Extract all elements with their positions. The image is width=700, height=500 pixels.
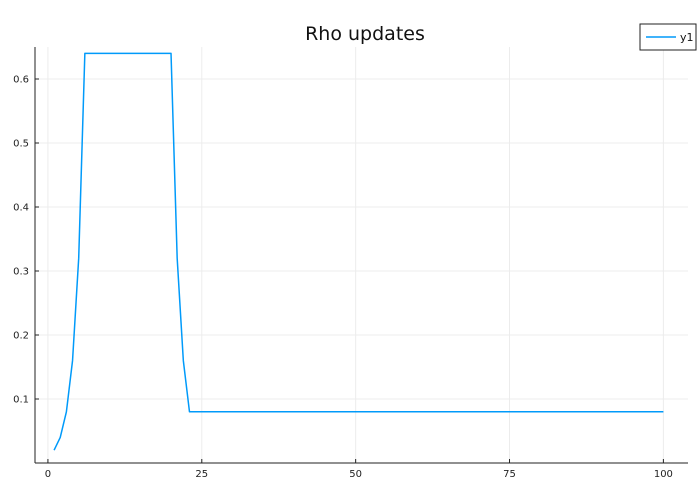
x-tick-label: 100: [654, 469, 673, 480]
series-line-y1: [53, 52, 664, 451]
grid-layer: [35, 47, 688, 463]
x-tick-label: 0: [45, 469, 51, 480]
x-tick-label: 50: [349, 469, 362, 480]
legend: y1: [639, 23, 697, 51]
y-tick-label: 0.4: [13, 203, 29, 214]
chart-title: Rho updates: [305, 23, 425, 45]
legend-series-label: y1: [680, 31, 694, 44]
series-layer: [53, 52, 664, 451]
ticks-layer: 0 25 50 75 100 0.1 0.2 0.3 0.4 0.5 0.6: [13, 75, 673, 481]
y-tick-label: 0.3: [13, 267, 29, 278]
y-tick-label: 0.6: [13, 75, 29, 86]
y-tick-label: 0.5: [13, 139, 29, 150]
x-tick-label: 25: [195, 469, 208, 480]
axes-layer: [34, 47, 688, 464]
y-tick-label: 0.2: [13, 331, 29, 342]
y-tick-label: 0.1: [13, 395, 29, 406]
x-tick-label: 75: [503, 469, 516, 480]
